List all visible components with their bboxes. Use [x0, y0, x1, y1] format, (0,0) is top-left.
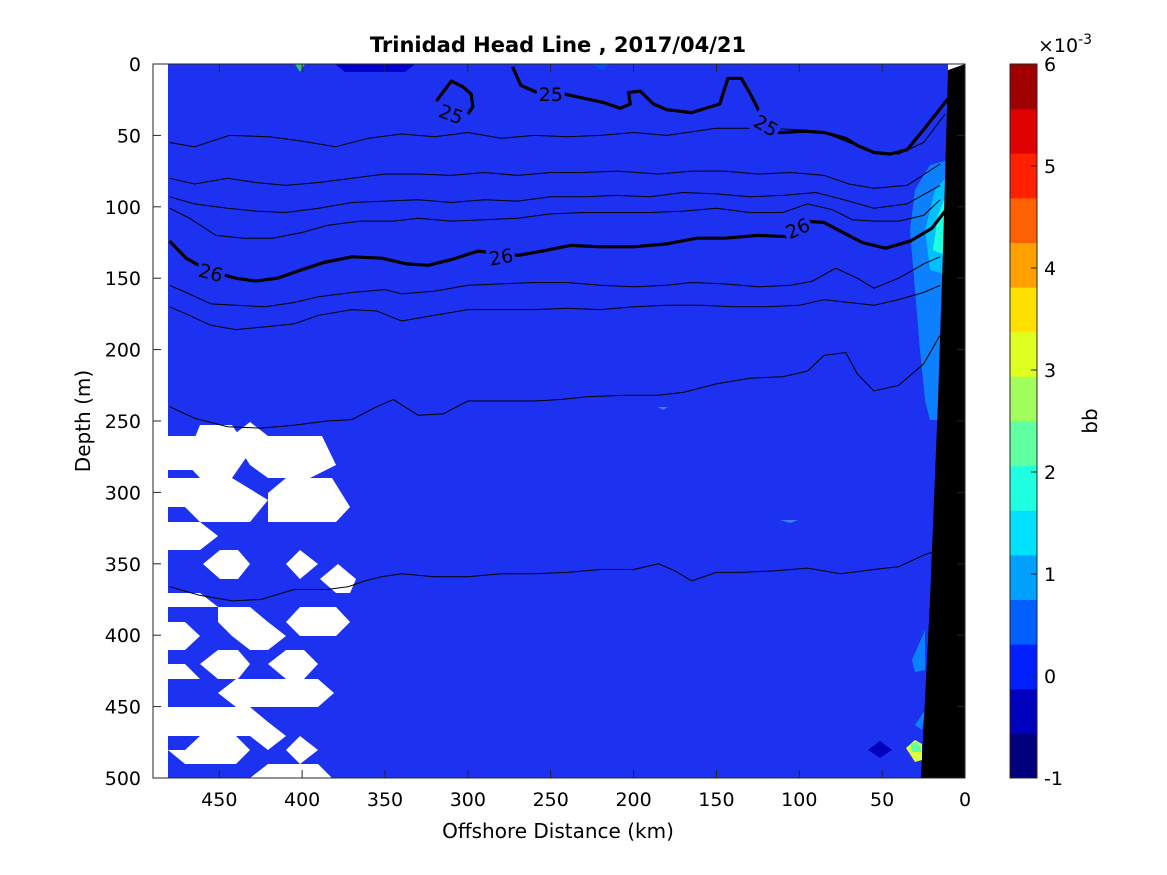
colorbar-segment: [1010, 287, 1037, 333]
y-tick-label: 200: [105, 340, 141, 362]
colorbar-tick-label: 2: [1044, 462, 1056, 484]
green-spot: [910, 742, 922, 752]
y-tick-label: 400: [105, 625, 141, 647]
y-tick-label: 500: [105, 768, 141, 790]
thin-contour-group: [169, 113, 946, 602]
colorbar-tick-label: 1: [1044, 564, 1056, 586]
colorbar-segment: [1010, 421, 1037, 467]
thin-contour-line: [169, 113, 946, 155]
thin-contour-line: [169, 184, 941, 214]
x-tick-label: 0: [959, 789, 971, 811]
colorbar-tick-label: 3: [1044, 360, 1056, 382]
y-tick-label: 0: [129, 54, 141, 76]
thin-contour-line: [169, 284, 941, 331]
y-tick-label: 250: [105, 411, 141, 433]
colorbar-frame: [1009, 63, 1038, 779]
colorbar-segment: [1010, 331, 1037, 377]
x-tick-label: 150: [698, 789, 734, 811]
colorbar-segment: [1010, 153, 1037, 199]
contour-label-background: [536, 82, 565, 105]
colorbar-segment: [1010, 688, 1037, 734]
thin-contour-line: [169, 199, 941, 239]
colorbar-segment: [1010, 64, 1037, 110]
colorbar-tick-label: 4: [1044, 258, 1056, 280]
colorbar-segment: [1010, 733, 1037, 779]
colorbar-exponent-base: ×10: [1038, 35, 1078, 57]
x-tick-label: 350: [367, 789, 403, 811]
contour-label-background: [194, 258, 228, 287]
colorbar-segment: [1010, 465, 1037, 511]
colorbar-label: bb: [1078, 408, 1102, 433]
colorbar-segment: [1010, 242, 1037, 288]
faint-mark-1: [658, 407, 668, 410]
colorbar-exponent: ×10-3: [1038, 32, 1092, 57]
y-tick-label: 100: [105, 197, 141, 219]
y-tick-label: 350: [105, 554, 141, 576]
surface-spot: [592, 64, 610, 70]
x-tick-label: 400: [284, 789, 320, 811]
contour-label-background: [780, 212, 815, 245]
colorbar: [1010, 64, 1037, 779]
faint-mark-2: [780, 520, 798, 523]
x-tick-label: 450: [201, 789, 237, 811]
contour-label: 26: [487, 245, 515, 271]
thin-contour-line: [169, 256, 941, 308]
seafloor-bathymetry: [921, 64, 965, 778]
colorbar-exponent-power: -3: [1078, 32, 1092, 48]
nearshore-blue-bottom: [915, 710, 925, 730]
thin-contour-line: [169, 163, 941, 189]
colorbar-tick-label: -1: [1044, 768, 1063, 790]
colorbar-tick-label: 5: [1044, 156, 1056, 178]
contour-label: 25: [539, 84, 563, 106]
y-axis-label: Depth (m): [71, 370, 95, 472]
colorbar-segment: [1010, 197, 1037, 243]
colorbar-segment: [1010, 554, 1037, 600]
x-tick-label: 300: [450, 789, 486, 811]
bold-contour-25: [511, 66, 950, 156]
x-tick-label: 50: [870, 789, 894, 811]
right-white-strip: [948, 64, 965, 70]
dark-blue-diamond: [868, 741, 892, 758]
colorbar-segment: [1010, 376, 1037, 422]
dark-blue-top: [335, 64, 415, 72]
x-tick-group: 450 400 350 300 250 200 150 100 50 0: [201, 64, 971, 811]
colorbar-tick-group: 6 5 4 3 2 1 0 -1: [1031, 54, 1063, 790]
colorbar-segment: [1010, 644, 1037, 690]
missing-data-region: [168, 422, 356, 778]
colorbar-tick-label: 6: [1044, 54, 1056, 76]
contour-label-background: [434, 98, 469, 130]
y-tick-label: 450: [105, 697, 141, 719]
bold-contour-26: [168, 205, 950, 283]
x-axis-label: Offshore Distance (km): [442, 819, 674, 843]
thin-contour-line: [169, 335, 941, 429]
colorbar-tick-label: 0: [1044, 666, 1056, 688]
colorbar-segment: [1010, 108, 1037, 154]
nearshore-blue-lower: [912, 630, 925, 672]
x-tick-label: 100: [781, 789, 817, 811]
bold-contour-group: [168, 66, 950, 283]
x-tick-label: 200: [615, 789, 651, 811]
bold-contour-25: [435, 79, 475, 115]
y-tick-label: 300: [105, 482, 141, 504]
y-tick-label: 50: [117, 125, 141, 147]
y-tick-group: 0 50 100 150 200 250 300 350 400 450 500: [105, 54, 965, 790]
thin-contour-line: [169, 549, 941, 602]
chart-title: Trinidad Head Line , 2017/04/21: [370, 33, 746, 57]
colorbar-segment: [1010, 510, 1037, 556]
x-tick-label: 250: [533, 789, 569, 811]
contour-label-background: [748, 108, 784, 142]
colorbar-segment: [1010, 599, 1037, 645]
contour-label-background: [485, 243, 517, 271]
y-tick-label: 150: [105, 268, 141, 290]
